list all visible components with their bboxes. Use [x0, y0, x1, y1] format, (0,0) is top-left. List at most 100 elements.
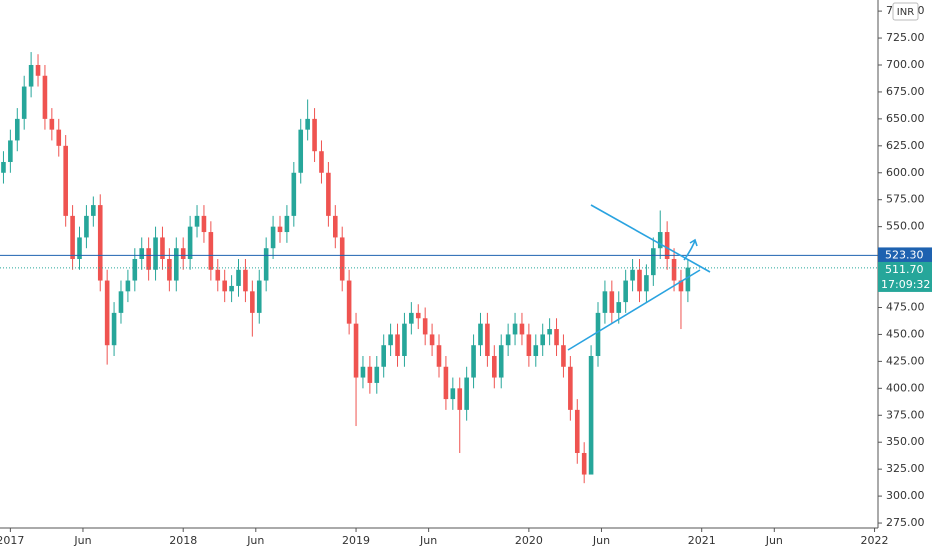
candle-body: [609, 291, 615, 313]
y-tick-label: 625.00: [886, 139, 925, 152]
candle-body: [180, 248, 186, 259]
candle-body: [492, 355, 497, 378]
arrow-head: [689, 238, 698, 247]
trend-line: [590, 204, 711, 273]
candle-body: [173, 248, 179, 281]
x-tick-label: Jun: [592, 534, 610, 547]
candle-body: [498, 345, 504, 378]
candle-body: [533, 345, 539, 356]
y-tick-label: 325.00: [886, 462, 925, 475]
candle-body: [346, 280, 352, 324]
candle-body: [395, 334, 400, 356]
arrow: [683, 240, 696, 261]
y-tick-label: 575.00: [886, 193, 925, 206]
countdown: 17:09:32: [881, 278, 930, 291]
candle-body: [153, 237, 158, 270]
currency-box: [892, 2, 919, 21]
candle-body: [595, 312, 601, 356]
candle-body: [139, 248, 145, 259]
x-tick-label: Jun: [73, 534, 91, 547]
candle-body: [125, 280, 131, 292]
candle-body: [602, 291, 608, 313]
candle-body: [243, 269, 248, 292]
candle-body: [402, 323, 407, 356]
candle-body: [415, 312, 421, 319]
level-label: 523.30: [885, 248, 924, 261]
candle-body: [519, 323, 525, 335]
candle-body: [208, 232, 214, 270]
candle-body: [305, 118, 310, 130]
candle-body: [319, 151, 324, 173]
candle-body: [42, 75, 48, 119]
candle-body: [616, 302, 622, 313]
candle-body: [146, 248, 151, 270]
candle-body: [215, 269, 221, 281]
x-tick-label: 2021: [688, 534, 716, 547]
candle-body: [132, 258, 138, 281]
candle-body: [374, 366, 380, 383]
candle-body: [77, 237, 82, 259]
candle-body: [312, 118, 317, 152]
x-tick-label: Jun: [765, 534, 783, 547]
candle-body: [222, 280, 227, 292]
candle-body: [409, 312, 414, 324]
candle-body: [526, 334, 532, 356]
candle-body: [512, 323, 518, 335]
candle-body: [644, 275, 649, 292]
candle-body: [84, 215, 89, 238]
candle-body: [56, 129, 62, 146]
y-tick-label: 275.00: [886, 516, 925, 529]
candle-body: [270, 226, 276, 249]
candle-body: [464, 377, 469, 410]
candle-body: [256, 280, 262, 313]
candle-body: [450, 388, 456, 400]
candle-body: [187, 226, 193, 259]
candle-body: [167, 258, 172, 281]
x-tick-label: 2020: [515, 534, 543, 547]
candle-body: [21, 86, 27, 119]
y-tick-label: 550.00: [886, 220, 925, 233]
candle-body: [236, 269, 241, 286]
y-tick-label: 300.00: [886, 489, 925, 502]
candle-body: [485, 323, 490, 356]
candle-body: [623, 280, 628, 303]
candle-body: [651, 248, 656, 276]
candle-body: [547, 329, 552, 335]
candle-body: [422, 318, 428, 335]
candle-body: [540, 334, 546, 346]
y-tick-label: 650.00: [886, 112, 925, 125]
candle-body: [436, 345, 442, 367]
candle-body: [104, 280, 110, 346]
candle-body: [8, 140, 13, 162]
candle-body: [250, 291, 255, 313]
candle-body: [657, 232, 663, 249]
last-price-label: 511.70: [885, 263, 924, 276]
candle-body: [28, 64, 34, 87]
last-price-box: [878, 261, 932, 292]
x-tick-label: 2019: [342, 534, 370, 547]
candle-body: [554, 329, 559, 346]
candle-body: [637, 269, 642, 292]
candle-body: [561, 345, 566, 367]
candle-body: [671, 258, 677, 281]
candle-body: [429, 334, 435, 346]
candle-body: [443, 366, 449, 400]
candle-body: [630, 269, 635, 281]
candle-body: [685, 267, 691, 292]
candle-body: [388, 334, 393, 346]
candle-body: [118, 291, 124, 313]
y-tick-label: 375.00: [886, 408, 925, 421]
drawings: [567, 204, 711, 351]
x-tick-label: 2017: [0, 534, 24, 547]
candle-body: [588, 355, 594, 475]
y-tick-label: 675.00: [886, 85, 925, 98]
y-tick-label: 725.00: [886, 31, 925, 44]
candle-body: [70, 215, 75, 259]
candle-body: [339, 237, 345, 281]
candle-body: [505, 334, 511, 346]
candle-body: [332, 215, 338, 238]
plot: [0, 52, 878, 484]
candle-body: [353, 323, 359, 378]
